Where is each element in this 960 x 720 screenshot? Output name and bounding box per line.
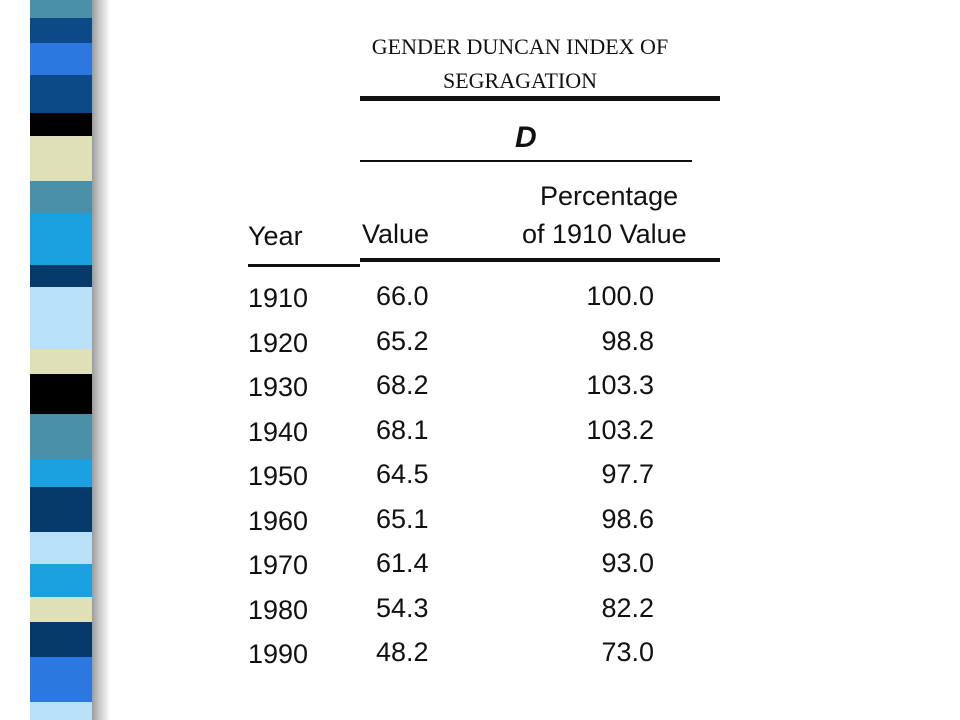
strip-block xyxy=(30,414,92,459)
col-header-value: Value xyxy=(362,219,430,249)
cell-percentage: 98.6 xyxy=(601,503,654,534)
top-rule xyxy=(360,96,720,101)
cell-value: 68.2 xyxy=(376,370,429,400)
cell-year: 1980 xyxy=(248,594,309,625)
strip-shadow xyxy=(92,0,110,720)
col-header-percentage-line2: of 1910 Value xyxy=(522,219,687,249)
cell-year: 1930 xyxy=(248,372,309,402)
strip-block xyxy=(30,287,92,349)
header-rule-left xyxy=(248,264,360,267)
strip-block xyxy=(30,113,92,136)
cell-value: 48.2 xyxy=(376,637,429,667)
cell-value: 54.3 xyxy=(376,592,429,623)
strip-block xyxy=(30,487,92,532)
cell-year: 1910 xyxy=(248,283,309,313)
cell-percentage: 100.0 xyxy=(586,281,654,311)
strip-block xyxy=(30,136,92,181)
cell-percentage: 98.8 xyxy=(601,325,654,356)
strip-block xyxy=(30,43,92,75)
cell-percentage: 103.2 xyxy=(586,414,654,445)
cell-year: 1950 xyxy=(248,461,309,491)
strip-block xyxy=(30,265,92,287)
group-header-rule xyxy=(360,160,692,162)
strip-block xyxy=(30,75,92,113)
strip-block xyxy=(30,349,92,374)
strip-block xyxy=(30,702,92,720)
cell-percentage: 93.0 xyxy=(601,548,654,578)
col-header-year: Year xyxy=(248,221,303,251)
cell-year: 1920 xyxy=(248,327,309,358)
col-header-percentage-line1: Percentage xyxy=(540,181,679,211)
cell-value: 65.1 xyxy=(376,503,429,534)
cell-percentage: 73.0 xyxy=(601,637,654,667)
group-header-d: D xyxy=(515,121,537,154)
cell-year: 1970 xyxy=(248,550,309,580)
cell-percentage: 82.2 xyxy=(601,592,654,623)
decorative-color-strip xyxy=(30,0,92,720)
strip-block xyxy=(30,0,92,18)
cell-value: 68.1 xyxy=(376,414,429,445)
strip-block xyxy=(30,564,92,597)
cell-value: 64.5 xyxy=(376,459,429,489)
cell-percentage: 103.3 xyxy=(586,370,654,400)
strip-block xyxy=(30,622,92,657)
strip-block xyxy=(30,374,92,414)
cell-year: 1990 xyxy=(248,639,309,669)
strip-block xyxy=(30,213,92,265)
cell-year: 1960 xyxy=(248,505,309,536)
strip-block xyxy=(30,657,92,702)
strip-block xyxy=(30,18,92,43)
strip-block xyxy=(30,532,92,564)
strip-block xyxy=(30,597,92,622)
cell-value: 65.2 xyxy=(376,325,429,356)
cell-percentage: 97.7 xyxy=(601,459,654,489)
strip-block xyxy=(30,181,92,213)
header-rule-right xyxy=(360,258,720,262)
cell-value: 61.4 xyxy=(376,548,429,578)
cell-value: 66.0 xyxy=(376,281,429,311)
page-title: GENDER DUNCAN INDEX OF SEGRAGATION xyxy=(371,34,669,93)
strip-block xyxy=(30,459,92,487)
cell-year: 1940 xyxy=(248,416,309,447)
